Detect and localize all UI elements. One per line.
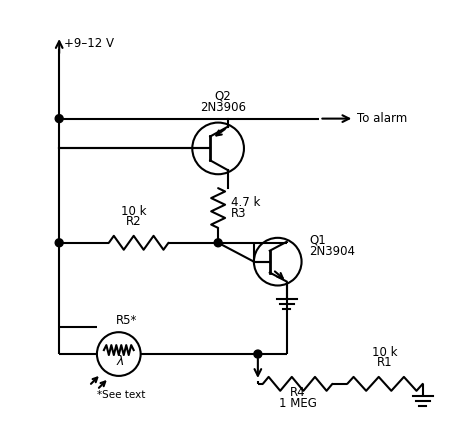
- Text: R1: R1: [377, 356, 393, 369]
- Circle shape: [55, 115, 63, 123]
- Text: λ: λ: [116, 354, 123, 368]
- Text: Q2: Q2: [215, 90, 231, 103]
- Text: *See text: *See text: [97, 390, 146, 400]
- Text: R3: R3: [231, 208, 246, 221]
- Text: R5*: R5*: [116, 314, 137, 327]
- Text: To alarm: To alarm: [357, 112, 408, 125]
- Circle shape: [55, 239, 63, 247]
- Text: 4.7 k: 4.7 k: [231, 196, 260, 208]
- Circle shape: [254, 350, 262, 358]
- Text: 10 k: 10 k: [121, 205, 146, 218]
- Text: 1 MEG: 1 MEG: [279, 397, 317, 410]
- Text: 2N3906: 2N3906: [200, 101, 246, 114]
- Text: +9–12 V: +9–12 V: [64, 37, 114, 50]
- Text: 2N3904: 2N3904: [310, 245, 356, 258]
- Text: R2: R2: [126, 215, 142, 228]
- Text: Q1: Q1: [310, 233, 326, 246]
- Text: 10 k: 10 k: [372, 346, 398, 359]
- Circle shape: [214, 239, 222, 247]
- Text: R4: R4: [290, 386, 305, 399]
